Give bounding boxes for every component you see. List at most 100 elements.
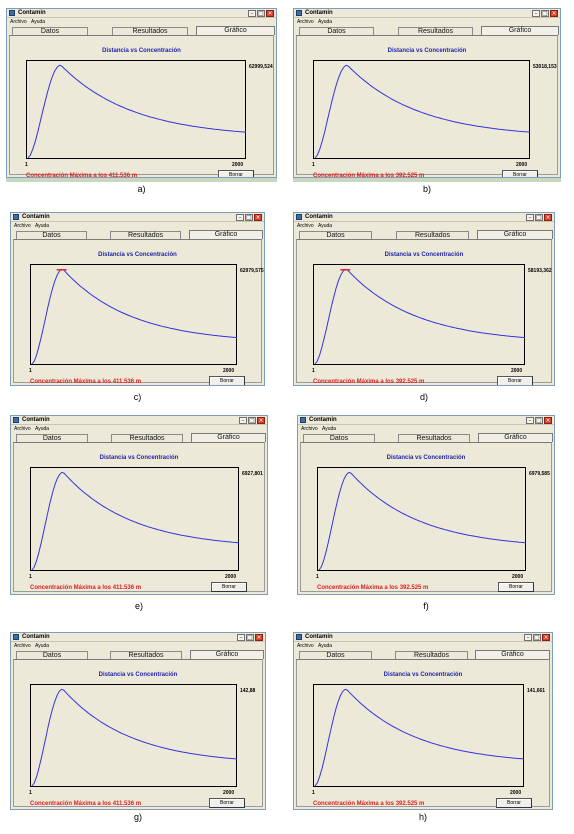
menu-bar: Archivo Ayuda: [294, 642, 552, 650]
borrar-button[interactable]: Borrar: [209, 376, 245, 385]
y-max-label: 58193,362: [528, 268, 552, 274]
chart-tab-content: Distancia vs Concentración 53018,153 1 2…: [296, 35, 558, 177]
borrar-button[interactable]: Borrar: [211, 582, 247, 592]
tab-resultados[interactable]: Resultados: [110, 231, 181, 239]
tab-grafico[interactable]: Gráfico: [478, 433, 553, 442]
window-title: Contamin: [305, 214, 333, 220]
menu-archivo[interactable]: Archivo: [10, 19, 27, 25]
maximize-icon[interactable]: □: [248, 417, 256, 424]
minimize-icon[interactable]: –: [526, 417, 534, 424]
distance-concentration-chart: [27, 64, 247, 159]
close-icon[interactable]: ×: [544, 417, 552, 424]
concentration-curve: [27, 64, 247, 159]
maximize-icon[interactable]: □: [533, 634, 541, 641]
window-title: Contamin: [22, 417, 50, 423]
menu-archivo[interactable]: Archivo: [14, 426, 31, 432]
menu-archivo[interactable]: Archivo: [297, 643, 314, 649]
tab-grafico[interactable]: Gráfico: [477, 230, 553, 239]
menu-ayuda[interactable]: Ayuda: [35, 643, 50, 649]
app-window: Contamin – □ × Archivo Ayuda Datos Resul…: [10, 415, 268, 595]
minimize-icon[interactable]: –: [248, 10, 256, 17]
tab-grafico[interactable]: Gráfico: [190, 650, 264, 659]
tab-grafico[interactable]: Gráfico: [191, 433, 266, 442]
maximize-icon[interactable]: □: [535, 417, 543, 424]
tab-datos[interactable]: Datos: [16, 651, 88, 659]
maximize-icon[interactable]: □: [257, 10, 265, 17]
close-icon[interactable]: ×: [542, 634, 550, 641]
borrar-button[interactable]: Borrar: [497, 376, 533, 385]
tab-grafico[interactable]: Gráfico: [475, 650, 550, 659]
menu-archivo[interactable]: Archivo: [14, 643, 31, 649]
title-bar[interactable]: Contamin – □ ×: [11, 633, 265, 642]
minimize-icon[interactable]: –: [236, 214, 244, 221]
title-bar[interactable]: Contamin – □ ×: [294, 213, 554, 222]
tab-grafico[interactable]: Gráfico: [196, 26, 275, 35]
minimize-icon[interactable]: –: [532, 10, 540, 17]
tab-datos[interactable]: Datos: [299, 231, 372, 239]
title-bar[interactable]: Contamin – □ ×: [294, 633, 552, 642]
menu-bar: Archivo Ayuda: [294, 18, 560, 26]
menu-bar: Archivo Ayuda: [11, 222, 264, 230]
menu-archivo[interactable]: Archivo: [297, 19, 314, 25]
tab-resultados[interactable]: Resultados: [110, 651, 182, 659]
minimize-icon[interactable]: –: [237, 634, 245, 641]
maximize-icon[interactable]: □: [541, 10, 549, 17]
borrar-button[interactable]: Borrar: [498, 582, 534, 592]
borrar-button[interactable]: Borrar: [496, 798, 532, 808]
x-max-label: 2000: [512, 574, 524, 580]
menu-ayuda[interactable]: Ayuda: [318, 223, 333, 229]
borrar-button[interactable]: Borrar: [218, 170, 254, 177]
tab-datos[interactable]: Datos: [12, 27, 88, 35]
close-icon[interactable]: ×: [257, 417, 265, 424]
title-bar[interactable]: Contamin – □ ×: [294, 9, 560, 18]
tab-resultados[interactable]: Resultados: [112, 27, 188, 35]
maximize-icon[interactable]: □: [245, 214, 253, 221]
tab-datos[interactable]: Datos: [16, 231, 87, 239]
menu-ayuda[interactable]: Ayuda: [35, 223, 50, 229]
menu-archivo[interactable]: Archivo: [14, 223, 31, 229]
close-icon[interactable]: ×: [254, 214, 262, 221]
borrar-button[interactable]: Borrar: [502, 170, 538, 177]
maximize-icon[interactable]: □: [535, 214, 543, 221]
tab-datos[interactable]: Datos: [299, 651, 372, 659]
close-icon[interactable]: ×: [255, 634, 263, 641]
menu-ayuda[interactable]: Ayuda: [31, 19, 46, 25]
tab-resultados[interactable]: Resultados: [396, 231, 469, 239]
plot-area: [313, 60, 531, 159]
tab-datos[interactable]: Datos: [16, 434, 88, 442]
tab-resultados[interactable]: Resultados: [398, 27, 473, 35]
title-bar[interactable]: Contamin – □ ×: [7, 9, 276, 18]
close-icon[interactable]: ×: [550, 10, 558, 17]
title-bar[interactable]: Contamin – □ ×: [11, 213, 264, 222]
tab-strip: Datos Resultados Gráfico: [13, 650, 264, 659]
minimize-icon[interactable]: –: [239, 417, 247, 424]
tab-datos[interactable]: Datos: [299, 27, 374, 35]
close-icon[interactable]: ×: [544, 214, 552, 221]
minimize-icon[interactable]: –: [524, 634, 532, 641]
maximize-icon[interactable]: □: [246, 634, 254, 641]
minimize-icon[interactable]: –: [526, 214, 534, 221]
tab-grafico[interactable]: Gráfico: [481, 26, 559, 35]
menu-ayuda[interactable]: Ayuda: [318, 643, 333, 649]
y-max-label: 62979,575: [240, 268, 264, 274]
title-bar[interactable]: Contamin – □ ×: [298, 416, 554, 425]
concentration-curve: [314, 268, 526, 365]
tab-datos[interactable]: Datos: [303, 434, 375, 442]
x-min-label: 1: [29, 368, 32, 374]
close-icon[interactable]: ×: [266, 10, 274, 17]
title-bar[interactable]: Contamin – □ ×: [11, 416, 267, 425]
menu-ayuda[interactable]: Ayuda: [322, 426, 337, 432]
app-window: Contamin – □ × Archivo Ayuda Datos Resul…: [10, 212, 265, 386]
menu-bar: Archivo Ayuda: [298, 425, 554, 433]
menu-ayuda[interactable]: Ayuda: [35, 426, 50, 432]
x-min-label: 1: [29, 790, 32, 796]
menu-archivo[interactable]: Archivo: [297, 223, 314, 229]
menu-archivo[interactable]: Archivo: [301, 426, 318, 432]
plot-area: [30, 264, 238, 365]
tab-resultados[interactable]: Resultados: [398, 434, 470, 442]
tab-resultados[interactable]: Resultados: [395, 651, 468, 659]
tab-resultados[interactable]: Resultados: [111, 434, 183, 442]
tab-grafico[interactable]: Gráfico: [189, 230, 263, 239]
borrar-button[interactable]: Borrar: [209, 798, 245, 808]
menu-ayuda[interactable]: Ayuda: [318, 19, 333, 25]
